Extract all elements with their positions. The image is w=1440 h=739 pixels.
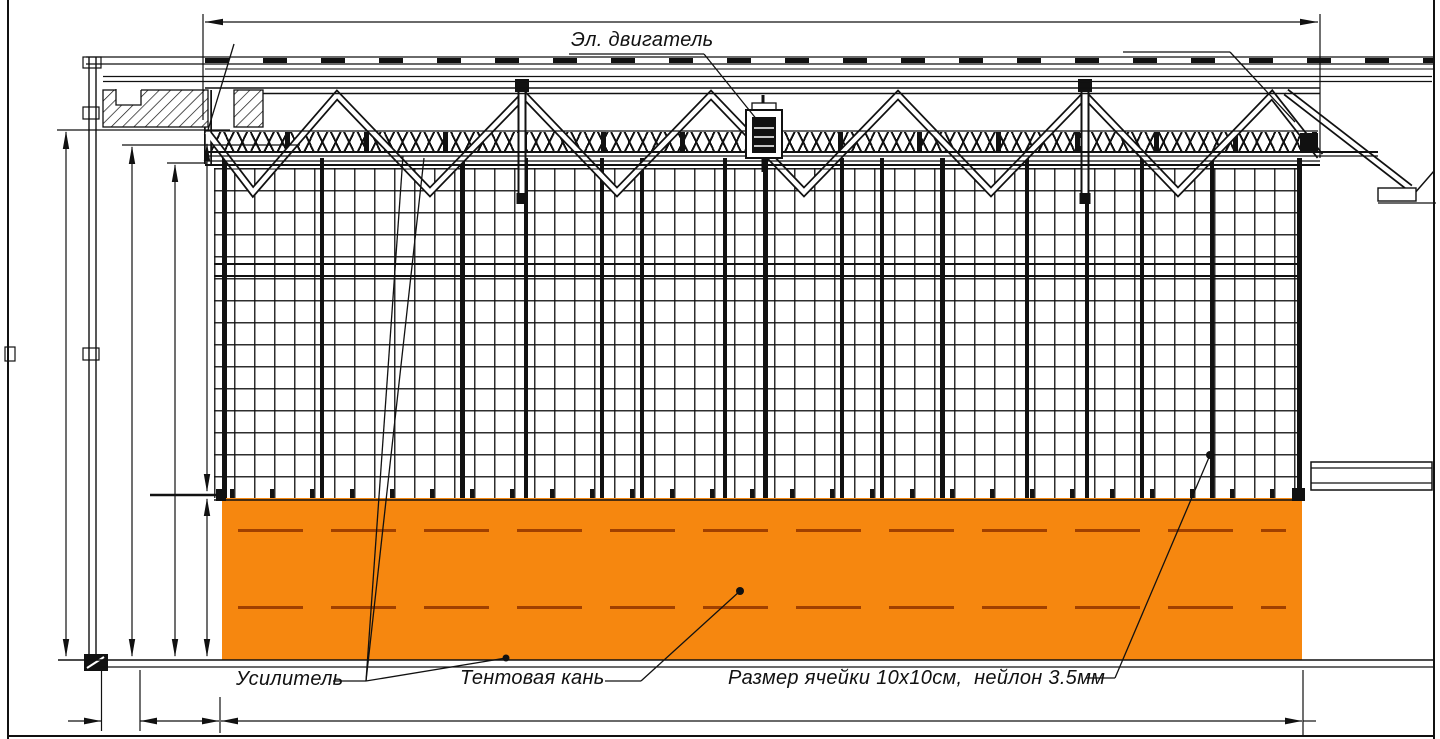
- tent-fabric-panel: [222, 498, 1302, 660]
- net-cable: [460, 158, 465, 500]
- side-beam-profile: [1310, 461, 1433, 491]
- net-cable: [524, 158, 528, 500]
- net-cable: [1140, 158, 1144, 500]
- post-foot-anchor: [84, 654, 108, 671]
- fabric-seam-dashes: [238, 606, 1286, 609]
- net-cable: [1025, 158, 1029, 500]
- net-hanger-ticks: [230, 489, 1295, 500]
- truss-end-foot: [1377, 187, 1417, 202]
- sheet-border-bottom: [7, 735, 1435, 737]
- fabric-label: Тентовая кань: [460, 667, 605, 689]
- sheet-border-right: [1433, 0, 1435, 739]
- net-cable: [640, 158, 644, 500]
- mesh-spec-label: Размер ячейки 10х10см, нейлон 3.5мм: [728, 667, 1106, 689]
- net-cable: [222, 158, 227, 500]
- fabric-seam-dashes: [238, 529, 1286, 532]
- net-cable: [1297, 158, 1302, 500]
- net-cable: [320, 158, 324, 500]
- mesh-reinforced-row: [214, 275, 1302, 278]
- net-cable: [763, 158, 768, 500]
- roof-dashed-edge: [205, 58, 1434, 63]
- left-guide-post: [4, 56, 102, 655]
- lattice-rail-band: [206, 132, 1318, 152]
- fabric-corner-fitting: [1292, 488, 1305, 501]
- motor-label: Эл. двигатель: [571, 29, 714, 51]
- net-cable: [723, 158, 727, 500]
- fabric-corner-fitting: [216, 489, 226, 501]
- net-cable: [1085, 158, 1089, 500]
- net-cable: [940, 158, 945, 500]
- reinforcement-label: Усилитель: [236, 668, 344, 690]
- net-cable: [880, 158, 884, 500]
- sheet-border-left: [7, 0, 9, 739]
- net-cable: [1210, 158, 1214, 500]
- post-foot-slash: [86, 656, 105, 669]
- mesh-reinforced-row: [214, 263, 1302, 266]
- wall-section-hatch: [102, 88, 264, 128]
- net-mesh: [214, 168, 1302, 498]
- net-cable: [600, 158, 604, 500]
- net-cable: [840, 158, 844, 500]
